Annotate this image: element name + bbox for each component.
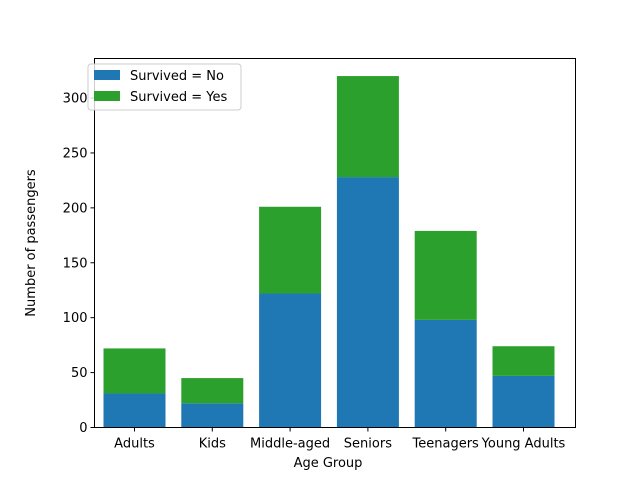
x-tick-label: Young Adults (481, 437, 566, 452)
bar-young-adults-no (492, 375, 555, 428)
bar-adults-yes (103, 348, 166, 394)
bar-adults-no (103, 393, 166, 428)
x-tick-label: Teenagers (412, 437, 480, 452)
x-tick-label: Seniors (344, 437, 392, 452)
legend-swatch-no (94, 70, 120, 80)
legend: Survived = No Survived = Yes (87, 63, 242, 111)
y-tick-label: 100 (63, 311, 88, 326)
bar-kids-yes (181, 378, 244, 404)
x-axis-label: Age Group (294, 456, 363, 471)
y-tick-label: 250 (63, 146, 88, 161)
y-tick-label: 300 (63, 92, 88, 107)
y-tick-label: 150 (63, 256, 88, 271)
bar-seniors-no (336, 177, 399, 428)
y-tick-label: 0 (79, 421, 87, 436)
legend-label-yes: Survived = Yes (130, 90, 227, 105)
bar-kids-no (181, 403, 244, 428)
bar-middle-aged-no (259, 293, 322, 428)
bar-teenagers-yes (414, 230, 477, 320)
y-tick-label: 50 (71, 366, 88, 381)
legend-frame (87, 63, 242, 111)
legend-swatch-yes (94, 91, 120, 101)
x-tick-label: Adults (114, 437, 155, 452)
x-tick-label: Kids (199, 437, 226, 452)
bar-teenagers-no (414, 319, 477, 428)
y-tick-label: 200 (63, 201, 88, 216)
x-axis-ticks: Adults Kids Middle-aged Seniors Teenagers You… (114, 427, 566, 452)
bar-young-adults-yes (492, 346, 555, 376)
bar-middle-aged-yes (259, 206, 322, 294)
legend-label-no: Survived = No (130, 69, 224, 84)
y-axis-label: Number of passengers (24, 169, 39, 317)
plot-frame (94, 58, 576, 428)
x-tick-label: Middle-aged (250, 437, 330, 452)
bars-group (103, 76, 555, 428)
bar-seniors-yes (336, 76, 399, 178)
y-axis-ticks: 0 50 100 150 200 250 300 (63, 92, 95, 436)
